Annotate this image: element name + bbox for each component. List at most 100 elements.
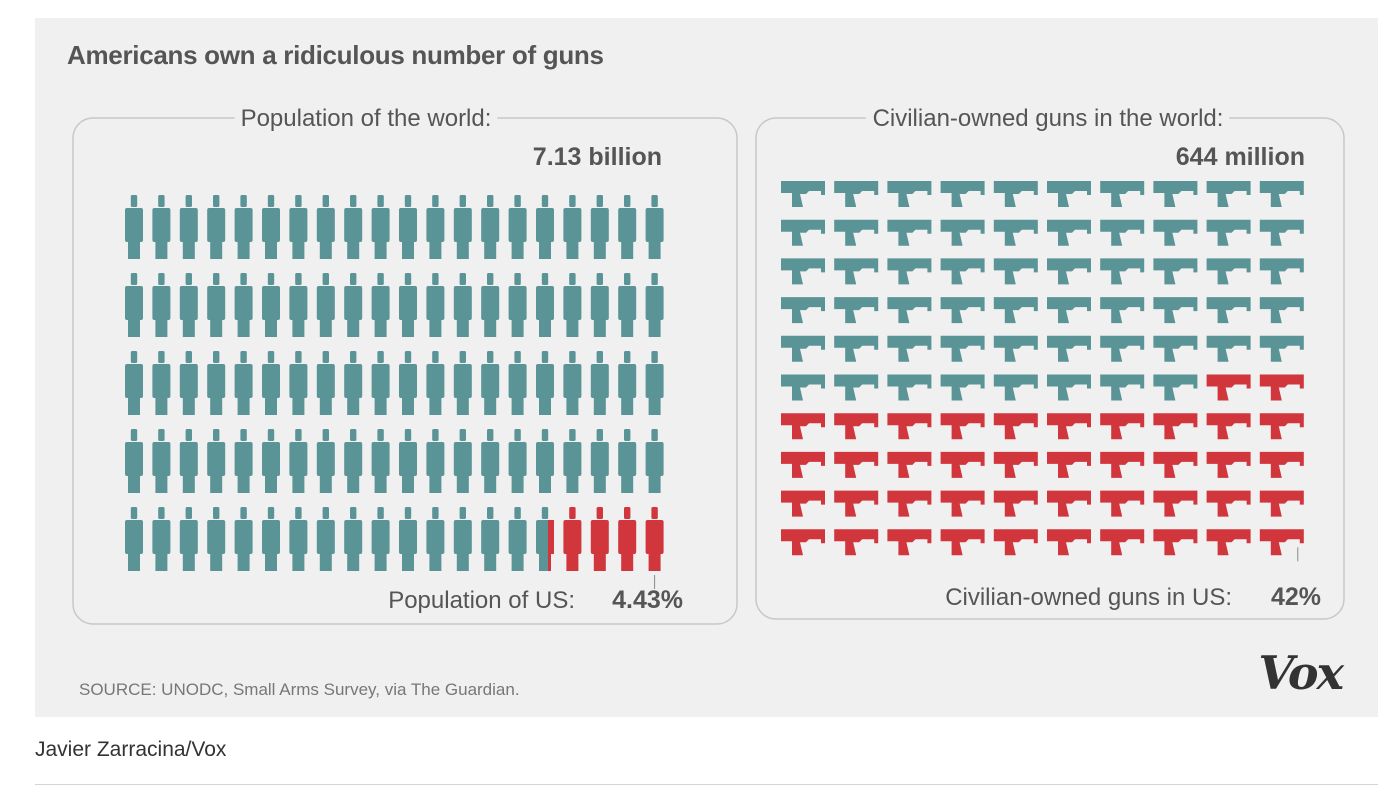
person-icon [426,351,445,415]
pistol-icon [1153,335,1198,362]
person-icon [344,273,363,337]
person-icon [371,351,390,415]
divider [35,784,1378,785]
person-icon [508,507,527,571]
person-icon [262,507,280,571]
person-icon [152,429,171,493]
person-icon [399,273,417,337]
person-icon [234,273,253,337]
person-icon [234,507,253,571]
pistol-icon [1100,413,1145,440]
person-icon [426,195,445,259]
person-icon [262,429,280,493]
person-icon [563,273,582,337]
person-icon [179,429,198,493]
highlight-value: 42% [1271,583,1321,611]
person-icon [152,273,171,337]
person-icon [590,429,609,493]
pistol-icon [834,490,879,517]
person-icon [399,429,417,493]
infographic: Americans own a ridiculous number of gun… [35,18,1378,717]
pistol-icon [1206,529,1251,556]
person-icon [234,429,253,493]
pistol-icon [1100,297,1145,324]
pistol-icon [1153,529,1198,556]
person-icon [152,507,171,571]
pistol-icon [887,219,932,246]
person-icon [536,429,554,493]
person-icon [207,273,226,337]
person-icon [371,429,390,493]
person-icon [371,273,390,337]
pistol-icon [1100,258,1145,285]
pistol-icon [887,374,932,401]
person-icon [645,351,664,415]
person-icon [399,351,417,415]
pistol-icon [781,297,825,324]
person-icon [399,507,417,571]
pistol-icon [1206,413,1251,440]
pistol-icon [993,335,1038,362]
pistol-icon [1206,374,1251,401]
pistol-icon [1100,451,1145,478]
pistol-icon [834,219,879,246]
person-icon [344,351,363,415]
pistol-icon [1153,219,1198,246]
person-icon [590,507,609,571]
pistol-icon [1259,529,1304,556]
pistol-icon [834,335,879,362]
pistol-icon [887,413,932,440]
person-icon [645,273,664,337]
person-icon [399,195,417,259]
person-icon [207,195,226,259]
pistol-icon [1047,335,1091,362]
person-icon [207,507,226,571]
person-icon [179,351,198,415]
person-icon [316,507,335,571]
person-icon [289,195,308,259]
pistol-icon [781,219,825,246]
pistol-icon [1153,451,1198,478]
person-icon [563,429,582,493]
pistol-icon [1206,490,1251,517]
person-icon [481,195,500,259]
pistol-icon [1259,219,1304,246]
pistol-icon [940,181,985,207]
pistol-icon [1047,529,1091,556]
person-icon [316,273,335,337]
person-icon [344,429,363,493]
person-icon [481,273,500,337]
pistol-icon [1259,451,1304,478]
person-icon [207,351,226,415]
pistol-icon [993,219,1038,246]
person-icon [618,429,637,493]
pistol-icon [1206,335,1251,362]
person-icon [289,273,308,337]
pistol-icon [1100,219,1145,246]
person-icon [125,351,143,415]
pistol-icon [1100,529,1145,556]
pistol-icon [1259,413,1304,440]
person-icon [645,507,664,571]
pistol-icon [1100,490,1145,517]
panel-heading: Civilian-owned guns in the world: [873,105,1224,132]
person-icon [508,351,527,415]
person-icon [179,273,198,337]
pistol-icon [1047,374,1091,401]
pistol-icon [1206,451,1251,478]
person-icon [645,195,664,259]
panel-heading: Population of the world: [241,105,492,132]
highlight-value: 4.43% [612,586,683,614]
person-icon [508,195,527,259]
person-icon [234,195,253,259]
vox-logo: Vox [1258,646,1344,700]
person-icon [618,507,637,571]
highlight-label: Population of US: [388,587,575,614]
total-value: 7.13 billion [533,143,662,171]
pistol-icon [834,413,879,440]
pistol-icon [781,374,825,401]
pistol-icon [993,451,1038,478]
person-icon [316,195,335,259]
person-icon [152,351,171,415]
pistol-icon [781,181,825,207]
